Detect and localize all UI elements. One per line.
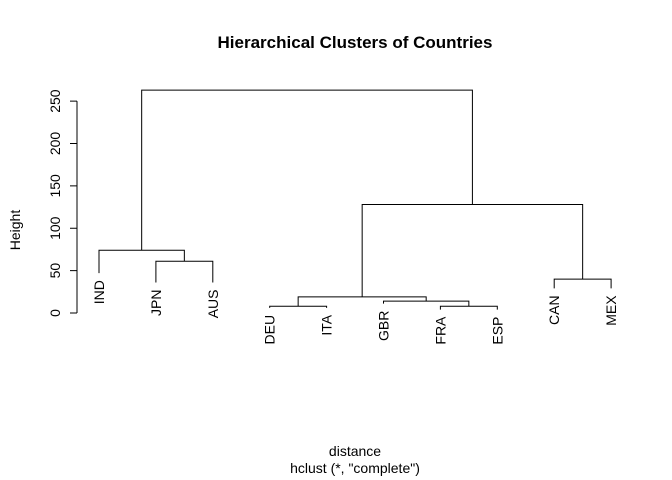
leaf-label: FRA (432, 316, 448, 345)
x-axis-label: distance (329, 443, 381, 459)
y-axis: 0 50 100 150 200 250 (47, 89, 78, 317)
dendrogram-branch (361, 204, 584, 297)
dendrogram-tree (98, 89, 612, 310)
leaf-label: CAN (546, 295, 562, 325)
leaf-label: DEU (262, 315, 278, 345)
dendrogram-branch (269, 305, 328, 308)
chart-title: Hierarchical Clusters of Countries (218, 33, 493, 52)
leaf-label: JPN (148, 289, 164, 315)
leaf-label: ESP (489, 317, 505, 345)
dendrogram-branch (383, 300, 470, 307)
dendrogram-branch (141, 89, 473, 251)
y-axis-label: Height (7, 210, 23, 251)
dendrogram-branch (553, 278, 612, 289)
dendrogram-branch (155, 260, 214, 283)
leaf-label: ITA (319, 314, 335, 335)
leaf-label: MEX (603, 295, 619, 326)
dendrogram-branch (439, 305, 498, 310)
y-tick-label: 0 (47, 309, 63, 317)
y-tick-label: 50 (47, 263, 63, 279)
y-tick-label: 200 (47, 132, 63, 156)
y-tick-label: 250 (47, 89, 63, 113)
leaf-label: GBR (376, 311, 392, 341)
leaf-label: IND (91, 280, 107, 304)
y-tick-label: 150 (47, 174, 63, 198)
y-tick-label: 100 (47, 216, 63, 240)
leaf-labels: IND JPN AUS DEU ITA GBR FRA ESP CAN MEX (91, 280, 619, 344)
chart-subtitle: hclust (*, "complete") (290, 460, 420, 476)
leaf-label: AUS (205, 289, 221, 318)
